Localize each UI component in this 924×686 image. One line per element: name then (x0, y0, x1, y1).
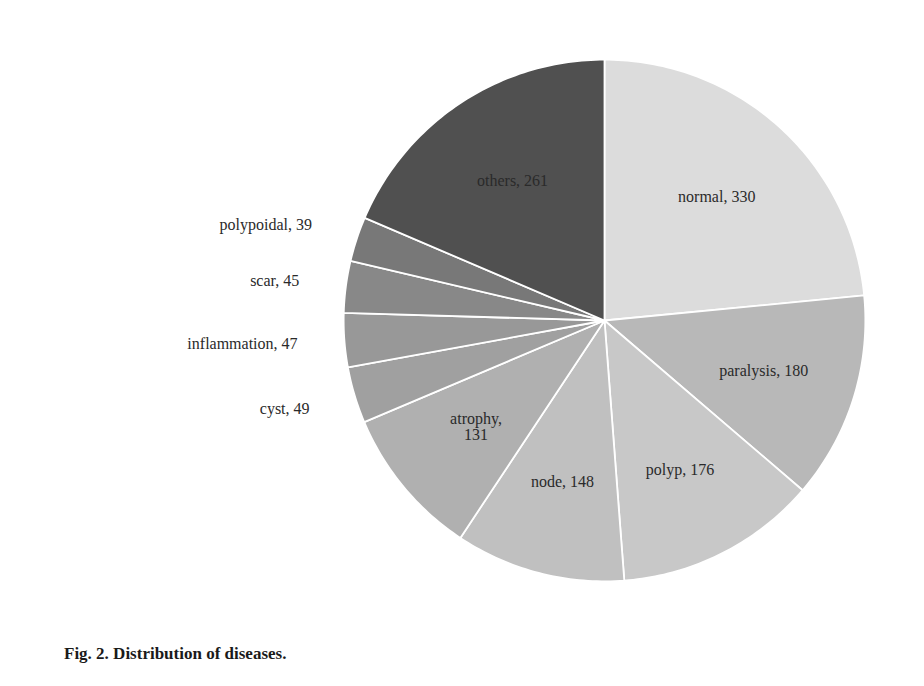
html-text:Fig. 2. Distribution of diseas: Fig. 2. Distribution of diseases. (64, 644, 287, 663)
svg-text:node, 148: node, 148 (531, 473, 594, 490)
svg-text:scar, 45: scar, 45 (250, 272, 299, 289)
svg-text:polyp, 176: polyp, 176 (646, 461, 714, 479)
svg-text:atrophy,131: atrophy,131 (450, 410, 502, 443)
svg-text:cyst, 49: cyst, 49 (260, 400, 310, 418)
svg-text:others, 261: others, 261 (477, 172, 548, 189)
svg-text:polypoidal, 39: polypoidal, 39 (220, 216, 312, 234)
svg-text:normal, 330: normal, 330 (678, 188, 755, 205)
svg-text:inflammation, 47: inflammation, 47 (187, 335, 297, 352)
svg-text:paralysis, 180: paralysis, 180 (719, 362, 808, 380)
